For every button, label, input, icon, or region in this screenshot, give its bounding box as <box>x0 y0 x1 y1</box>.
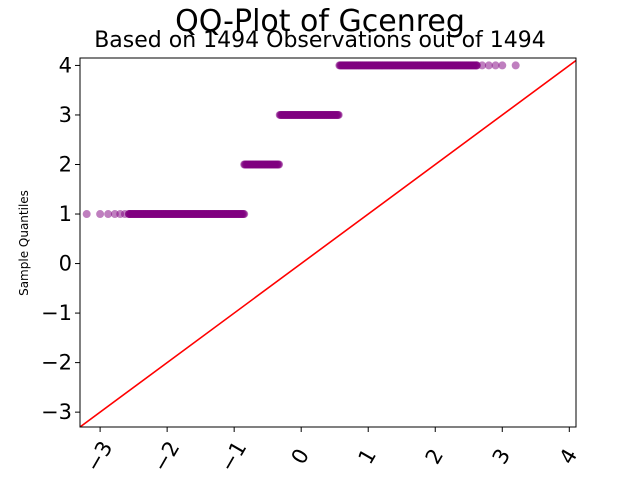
y-tick-label: 1 <box>59 202 72 226</box>
y-tick-label: 3 <box>59 103 72 127</box>
data-point <box>472 61 481 70</box>
points-layer <box>82 61 520 219</box>
data-point <box>104 210 113 219</box>
x-tick-label: −3 <box>81 437 117 476</box>
data-point <box>275 160 284 169</box>
x-tick-label: 1 <box>354 445 381 469</box>
data-point <box>240 210 249 219</box>
x-axis: −3 −2 −1 0 1 2 3 4 <box>81 427 582 476</box>
data-point <box>334 110 343 119</box>
y-tick-label: 4 <box>59 53 72 77</box>
y-tick-label: −3 <box>41 400 72 424</box>
data-point <box>82 210 91 219</box>
y-tick-label: −1 <box>41 301 72 325</box>
data-point <box>484 61 493 70</box>
reference-line <box>80 59 576 427</box>
data-point <box>511 61 520 70</box>
chart-title: QQ-Plot of Gcenreg <box>175 4 465 39</box>
y-tick-label: 0 <box>59 252 72 276</box>
x-tick-label: −2 <box>148 437 184 476</box>
y-tick-label: −2 <box>41 351 72 375</box>
x-tick-label: 4 <box>555 445 582 469</box>
data-point <box>96 210 105 219</box>
chart-subtitle: Based on 1494 Observations out of 1494 <box>94 28 546 53</box>
x-tick-label: 3 <box>488 445 515 469</box>
y-axis: −3 −2 −1 0 1 2 3 4 <box>41 53 80 424</box>
y-tick-label: 2 <box>59 152 72 176</box>
reference-line-layer <box>80 59 576 427</box>
x-tick-label: −1 <box>215 437 251 476</box>
data-point <box>498 61 507 70</box>
x-tick-label: 0 <box>287 445 314 469</box>
x-tick-label: 2 <box>421 445 448 469</box>
data-point <box>491 61 500 70</box>
plot-frame <box>79 57 577 428</box>
